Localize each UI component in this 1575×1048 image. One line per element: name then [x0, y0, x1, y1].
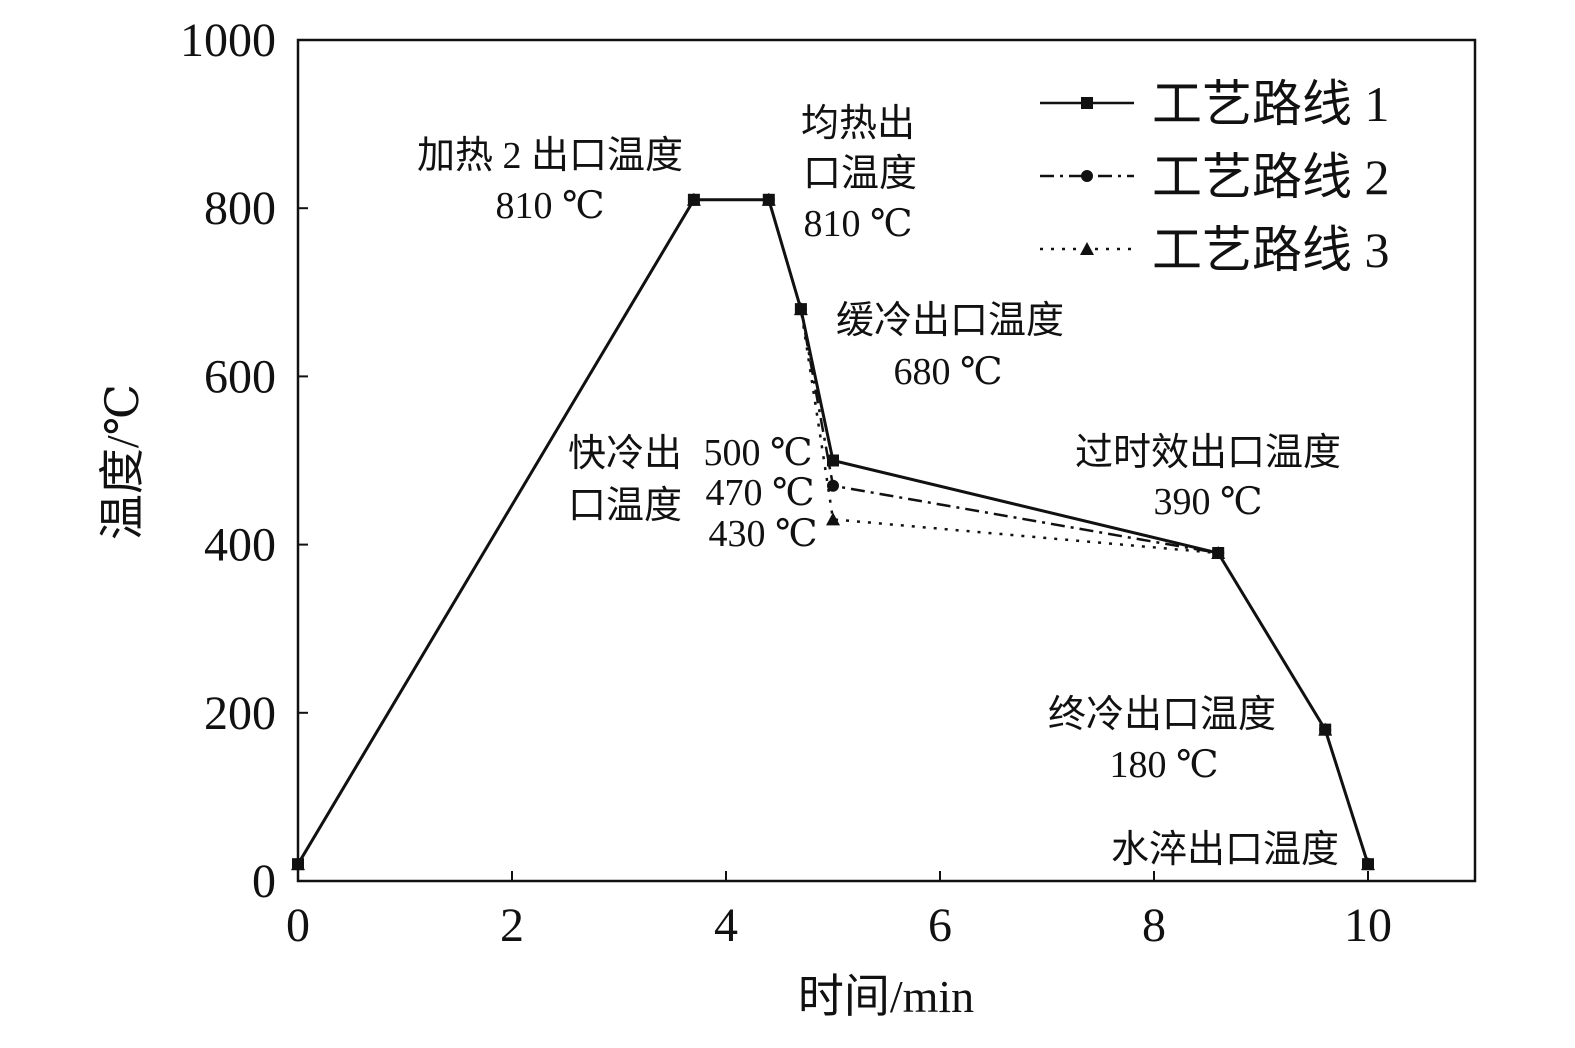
- x-tick-label: 10: [1344, 899, 1392, 952]
- data-point: [1319, 723, 1332, 736]
- data-point: [1362, 858, 1374, 871]
- y-tick-label: 800: [204, 182, 276, 235]
- annotation-fastcool-470: 470 ℃: [705, 472, 814, 514]
- x-tick-label: 0: [286, 899, 310, 952]
- x-tick-label: 2: [500, 899, 524, 952]
- annotation-soak-value: 810 ℃: [803, 203, 912, 245]
- legend-item-route-3: 工艺路线 3: [1040, 222, 1390, 278]
- annotation-finalcool-value: 180 ℃: [1109, 744, 1218, 786]
- annotation-soak-2: 口温度: [803, 153, 917, 195]
- annotation-slowcool: 缓冷出口温度: [836, 300, 1064, 342]
- data-point: [826, 512, 840, 526]
- y-tick-label: 600: [204, 350, 276, 403]
- series-line: [296, 198, 1370, 865]
- annotation-soak-1: 均热出: [801, 103, 915, 145]
- series-route-1: [292, 193, 1374, 871]
- data-point: [794, 303, 807, 316]
- y-tick-label: 400: [204, 519, 276, 572]
- annotation-fastcool-500: 500 ℃: [703, 432, 812, 474]
- legend-marker: [1081, 170, 1093, 182]
- legend-item-route-2: 工艺路线 2: [1040, 149, 1390, 205]
- data-point: [1212, 547, 1225, 560]
- data-point: [292, 858, 304, 871]
- y-tick-label: 0: [252, 855, 276, 908]
- y-tick-label: 200: [204, 687, 276, 740]
- legend: 工艺路线 1 工艺路线 2 工艺路线 3: [1040, 76, 1390, 278]
- legend-marker: [1081, 97, 1093, 109]
- annotation-quench: 水淬出口温度: [1111, 829, 1339, 871]
- data-point: [762, 193, 775, 206]
- x-tick-label: 4: [714, 899, 738, 952]
- annotation-overaging-value: 390 ℃: [1153, 481, 1262, 523]
- legend-label: 工艺路线 1: [1152, 76, 1390, 132]
- data-point: [687, 193, 700, 206]
- annotation-heating2: 加热 2 出口温度: [417, 135, 683, 177]
- annotation-slowcool-value: 680 ℃: [893, 351, 1002, 393]
- x-tick-label: 8: [1142, 899, 1166, 952]
- annotations: 加热 2 出口温度 810 ℃ 均热出 口温度 810 ℃ 缓冷出口温度 680…: [417, 103, 1341, 871]
- data-point: [827, 479, 839, 492]
- annotation-heating2-value: 810 ℃: [495, 185, 604, 227]
- plot-frame: [296, 38, 1477, 883]
- legend-label: 工艺路线 2: [1152, 149, 1390, 205]
- annotation-overaging: 过时效出口温度: [1075, 432, 1341, 474]
- legend-item-route-1: 工艺路线 1: [1040, 76, 1390, 132]
- annotation-fastcool-430: 430 ℃: [708, 513, 817, 555]
- data-point: [827, 454, 839, 467]
- legend-marker: [1080, 242, 1094, 255]
- y-axis-label: 温度/℃: [97, 384, 148, 540]
- annotation-finalcool: 终冷出口温度: [1048, 694, 1276, 736]
- x-tick-label: 6: [928, 899, 952, 952]
- y-tick-label: 1000: [180, 14, 276, 67]
- annotation-fastcool-2: 口温度: [568, 485, 682, 527]
- annotation-fastcool-1: 快冷出: [568, 433, 682, 475]
- series-line: [296, 198, 1370, 865]
- x-axis-label: 时间/min: [798, 971, 974, 1022]
- legend-label: 工艺路线 3: [1152, 222, 1390, 278]
